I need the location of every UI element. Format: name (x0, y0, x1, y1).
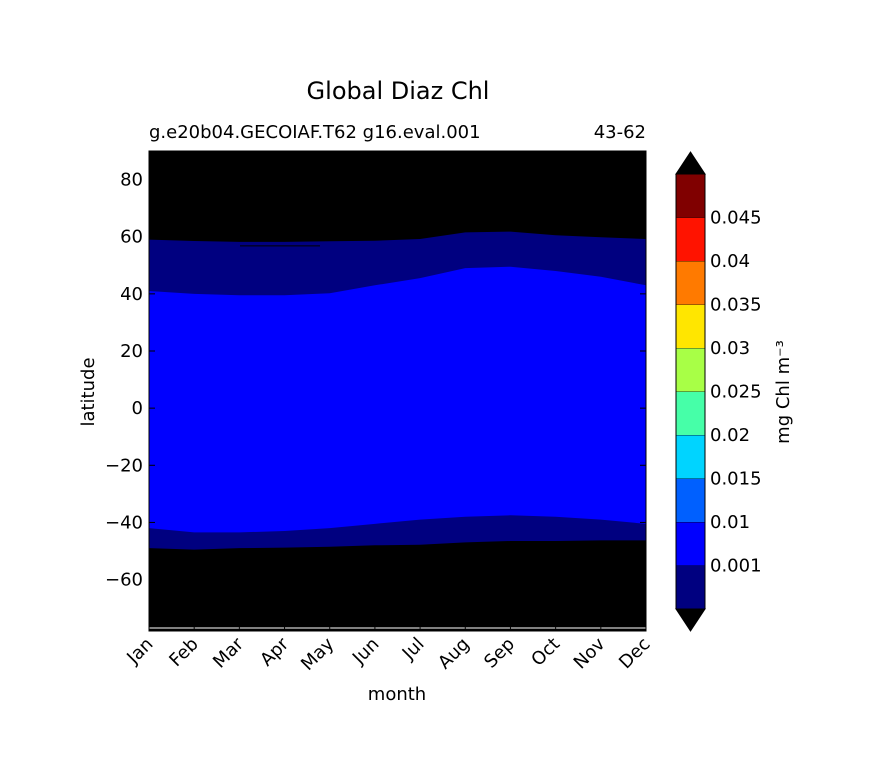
x-axis-label: month (368, 684, 426, 705)
x-tick-label: Oct (527, 634, 564, 671)
colorbar-swatch (676, 174, 705, 218)
colorbar-swatch (676, 522, 705, 566)
x-tick-label: Feb (165, 634, 202, 671)
x-tick-label: Jan (122, 634, 157, 669)
x-tick-label: Apr (256, 633, 293, 670)
colorbar-tick-label: 0.02 (710, 425, 750, 446)
colorbar-swatch (676, 261, 705, 305)
x-tick-label: Jul (398, 634, 429, 665)
colorbar-tick-label: 0.001 (710, 556, 762, 577)
y-tick-label: −40 (105, 512, 143, 533)
plot-area (148, 150, 647, 632)
colorbar-extend-under (675, 608, 706, 632)
y-tick-label: 60 (120, 227, 143, 248)
y-axis: 80 60 40 20 0 −20 −40 −60 (105, 170, 646, 591)
colorbar-frame (675, 173, 706, 610)
x-tick-label: Jun (348, 634, 383, 669)
x-tick-label: Sep (480, 634, 519, 673)
x-tick-label: Mar (209, 633, 248, 672)
colorbar-swatch (676, 478, 705, 522)
colorbar-tick-label: 0.025 (710, 382, 762, 403)
y-axis-label: latitude (78, 357, 99, 426)
colorbar-swatch (676, 435, 705, 479)
colorbar-swatch (676, 348, 705, 392)
contour-band-0.01 (149, 266, 646, 533)
y-tick-label: −60 (105, 570, 143, 591)
colorbar: 0.001 0.01 0.015 0.02 0.025 0.03 0.035 0.04 0.04… (675, 151, 762, 632)
colorbar-swatch (676, 304, 705, 348)
y-tick-label: −20 (105, 455, 143, 476)
chart-subtitle-right: 43-62 (594, 122, 646, 143)
chart-title: Global Diaz Chl (307, 77, 490, 105)
colorbar-tick-label: 0.015 (710, 469, 762, 490)
colorbar-swatch (676, 565, 705, 609)
colorbar-tick-label: 0.035 (710, 295, 762, 316)
chart-subtitle-left: g.e20b04.GECOIAF.T62 g16.eval.001 (149, 122, 481, 143)
colorbar-extend-over (675, 151, 706, 175)
colorbar-tick-label: 0.04 (710, 251, 750, 272)
y-tick-label: 0 (132, 398, 143, 419)
y-tick-label: 80 (120, 170, 143, 191)
x-tick-label: Dec (615, 634, 654, 673)
x-tick-label: May (297, 633, 338, 674)
x-tick-label: Aug (434, 634, 474, 674)
y-tick-label: 20 (120, 341, 143, 362)
x-tick-label: Nov (570, 633, 610, 673)
y-tick-label: 40 (120, 284, 143, 305)
colorbar-tick-label: 0.03 (710, 338, 750, 359)
plot-frame (148, 150, 647, 632)
colorbar-tick-label: 0.045 (710, 208, 762, 229)
colorbar-tick-label: 0.01 (710, 512, 750, 533)
colorbar-swatch (676, 391, 705, 435)
colorbar-label: mg Chl m⁻³ (773, 340, 794, 444)
colorbar-swatch (676, 217, 705, 261)
